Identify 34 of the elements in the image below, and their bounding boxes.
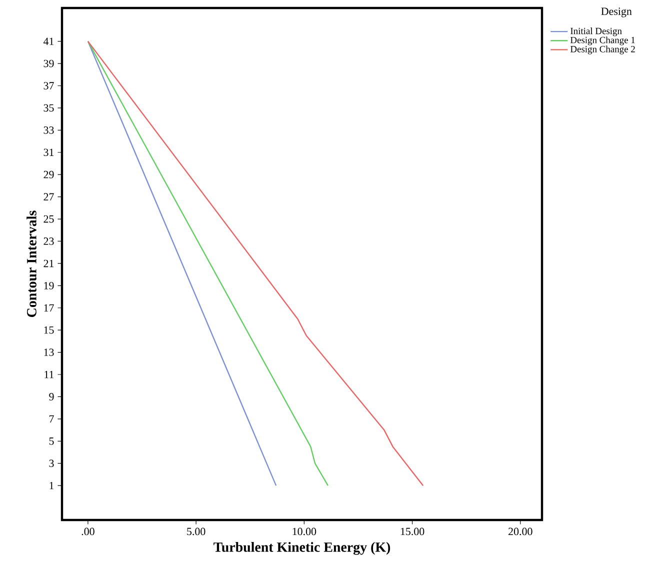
y-tick-label: 13: [44, 348, 54, 356]
y-tick-label: 15: [44, 326, 54, 334]
line-series: [87, 40, 329, 486]
y-tick-label: 25: [44, 215, 54, 223]
y-tick-label: 5: [49, 438, 54, 445]
legend-label: Design Change 1: [570, 36, 635, 46]
x-tick-label: .00: [82, 528, 94, 536]
x-tick-label: 20.00: [508, 528, 532, 536]
y-tick-label: 41: [43, 38, 54, 45]
y-tick-label: 7: [49, 415, 54, 423]
y-tick-label: 11: [44, 370, 54, 378]
y-tick-label: 19: [44, 282, 54, 290]
y-tick-label: 31: [44, 148, 54, 156]
y-tick-label: 23: [44, 238, 54, 245]
x-tick-label: 5.00: [187, 528, 206, 536]
y-axis-title: Contour Intervals: [26, 210, 36, 317]
y-tick-label: 35: [44, 104, 54, 112]
y-tick-label: 39: [44, 60, 54, 68]
y-tick-label: 3: [49, 460, 54, 468]
y-tick-label: 1: [50, 482, 54, 490]
y-tick-label: 37: [44, 82, 54, 90]
x-tick-label: 15.00: [400, 528, 424, 536]
y-tick-label: 17: [44, 304, 54, 312]
x-axis-title: Turbulent Kinetic Energy (K): [214, 542, 390, 555]
line-series: [87, 40, 424, 486]
legend-title: Design: [601, 8, 632, 18]
y-tick-label: 21: [44, 260, 54, 268]
y-tick-label: 9: [49, 393, 54, 400]
y-tick-label: 27: [44, 193, 54, 200]
y-tick-label: 29: [44, 170, 54, 178]
x-tick-label: 10.00: [292, 528, 316, 536]
legend-label: Design Change 2: [570, 46, 635, 54]
y-tick-label: 33: [44, 126, 54, 134]
legend-label: Initial Design: [570, 28, 622, 36]
